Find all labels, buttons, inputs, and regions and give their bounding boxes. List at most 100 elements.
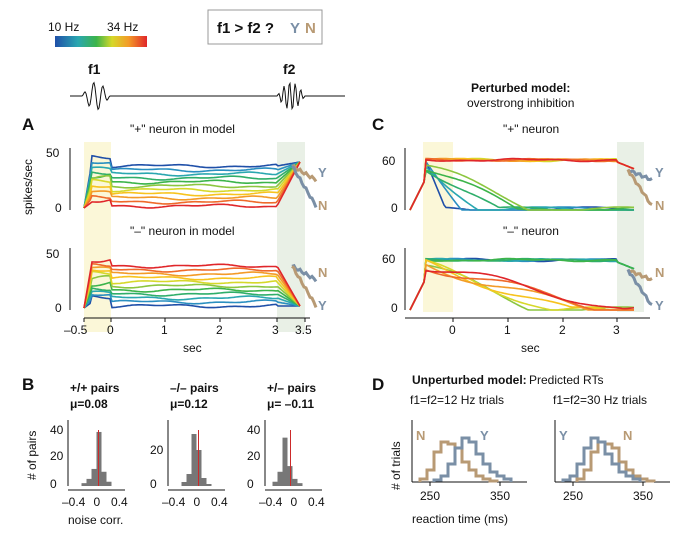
panelB-hist-title: +/+ pairs [70,381,120,395]
rate-trace [409,259,635,311]
rate-trace [83,294,300,309]
panelC-top-end-y: Y [655,165,664,180]
panelB-hist-title: +/– pairs [267,381,316,395]
rate-trace [83,275,301,309]
rate-trace [409,270,635,311]
panelD-right-tag: N [623,428,632,443]
stimulus-trace [70,81,345,111]
panelB-hist-title: –/– pairs [170,381,219,395]
decision-trace [626,268,653,306]
panelB-xtick: 0 [194,495,201,509]
panelB-hist-mu: μ=0.08 [70,397,108,411]
panelB-xlabel: noise corr. [68,513,123,527]
hist-bar [91,468,97,486]
rate-trace [409,157,635,211]
panelC-top-ytick-0: 0 [391,201,398,215]
rate-trace [83,154,301,209]
rate-trace [83,266,301,309]
panelC-title-bold: Perturbed model: [471,81,570,95]
panelC-top-ytick-60: 60 [382,154,396,168]
panelC-bottom-ytick-0: 0 [391,301,398,315]
panelA-xtick-1: 1 [161,323,168,337]
panelB-xtick: 0 [94,495,101,509]
panelC-xtick-1: 1 [504,323,511,337]
panelD-right-tag: Y [480,428,489,443]
rate-trace [83,293,301,309]
panelB-hist-mu: μ=0.12 [170,397,208,411]
legend-high-label: 34 Hz [107,20,138,34]
panelA-bottom-end-n: N [318,265,327,280]
rate-trace [83,161,301,209]
panelD-plot-title: f1=f2=12 Hz trials [410,393,504,407]
panelB-hist-mu: μ= –0.11 [267,397,314,411]
panelD-xtick: 250 [420,489,440,503]
panelB-ytick: 0 [247,477,254,491]
panelA-top-title: "+" neuron in model [130,122,235,136]
panelC-bottom-ytick-60: 60 [382,252,396,266]
legend-low-label: 10 Hz [48,20,79,34]
panelC-bottom-end-n: N [655,265,664,280]
panelC-bottom-title: "–" neuron [503,224,559,238]
panelA-top-ytick-0: 0 [55,201,62,215]
decision-trace [626,168,653,182]
rt-hist-yes [432,436,513,482]
panelD-plot-title: f1=f2=30 Hz trials [553,393,647,407]
frequency-colorbar [55,36,147,47]
panelC-title-sub: overstrong inhibition [467,96,574,110]
hist-bar [81,483,87,486]
panelB-xtick: –0.4 [162,495,186,509]
panelB-xtick: –0.4 [62,495,86,509]
rate-trace [83,287,301,309]
question-text: f1 > f2 ? [217,20,274,37]
hist-bar [101,471,107,486]
hist-bar [106,481,112,486]
hist-bar [191,434,197,486]
panelA-xtick-m0.5: –0.5 [64,323,88,337]
panelB-xtick: 0 [291,495,298,509]
panelA-top-ytick-50: 50 [46,146,60,160]
panelD-title-rest: Predicted RTs [529,373,603,387]
question-box [207,9,323,45]
panelA-bottom-ytick-0: 0 [55,301,62,315]
hist-bar [181,482,187,486]
hist-bar [277,471,283,486]
panelC-xtick-2: 2 [559,323,566,337]
panelD-left-tag: N [416,428,425,443]
panelC-top-end-n: N [655,198,664,213]
panelD-left-tag: Y [559,428,568,443]
panelD-plots: f1=f2=12 Hz trials N Y 250 350 f1=f2=30 Hz tr… [410,393,670,503]
panelB-xtick: 0.4 [111,495,128,509]
panelB-ytick: 20 [50,449,64,463]
panelD-ylabel: # of trials [389,441,403,490]
hist-bar [292,478,298,486]
panelD-label: D [372,375,384,394]
rate-trace [83,161,301,209]
rate-trace [83,269,301,309]
panelA-top-traces [83,154,318,209]
panelC-xtick-3: 3 [613,323,620,337]
rate-trace [83,281,301,309]
rate-trace [83,161,301,209]
panelC-top-title: "+" neuron [503,122,559,136]
panelA-xtick-0: 0 [107,323,114,337]
panelD-title-bold: Unperturbed model: [412,373,527,387]
panelB-ytick: 0 [150,477,157,491]
panelC-top-traces [409,157,653,211]
panelB-xtick: –0.4 [259,495,283,509]
panelB-histograms: +/+ pairs μ=0.08 40 20 0 –0.4 0 0.4 –/– pairs μ=0… [50,381,325,509]
panelA-xtick-2: 2 [216,323,223,337]
panelA-xtick-3.5: 3.5 [295,323,312,337]
panelC-bottom-end-y: Y [655,298,664,313]
panelB-ytick: 40 [50,423,64,437]
rate-trace [83,161,301,209]
stimulus-f2-label: f2 [283,61,296,77]
panelA-xticks [83,318,306,322]
rate-trace [83,161,301,209]
rate-trace [409,257,635,311]
panelA-label: A [22,115,34,134]
panelA-xtick-3: 3 [272,323,279,337]
panelC-xticks [452,318,618,322]
panelA-top-end-n: N [318,198,327,213]
panelA-bottom-title: "–" neuron in model [130,224,235,238]
